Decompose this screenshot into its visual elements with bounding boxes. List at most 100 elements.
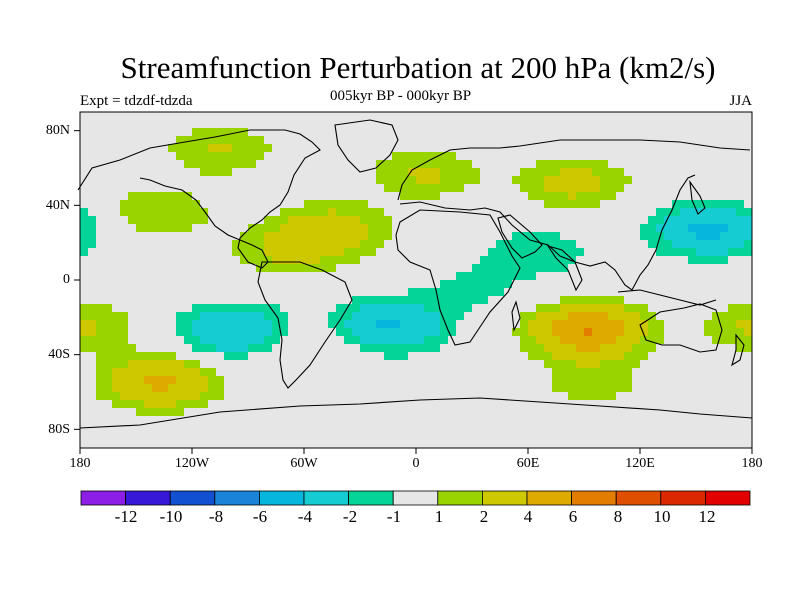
- contour-cell: [488, 136, 497, 145]
- contour-cell: [640, 424, 649, 433]
- contour-cell: [384, 368, 393, 377]
- contour-cell: [248, 192, 257, 201]
- contour-cell: [512, 264, 521, 273]
- contour-cell: [568, 280, 577, 289]
- contour-cell: [224, 392, 233, 401]
- contour-cell: [712, 360, 721, 369]
- contour-cell: [264, 312, 273, 321]
- contour-cell: [120, 288, 129, 297]
- contour-cell: [80, 264, 89, 273]
- contour-cell: [616, 440, 625, 449]
- contour-cell: [240, 384, 249, 393]
- contour-cell: [720, 192, 729, 201]
- contour-cell: [496, 352, 505, 361]
- contour-cell: [480, 192, 489, 201]
- contour-cell: [240, 352, 249, 361]
- contour-cell: [656, 296, 665, 305]
- contour-cell: [576, 176, 585, 185]
- contour-cell: [592, 288, 601, 297]
- contour-cell: [328, 232, 337, 241]
- contour-cell: [680, 400, 689, 409]
- contour-cell: [592, 168, 601, 177]
- contour-cell: [200, 264, 209, 273]
- contour-cell: [176, 136, 185, 145]
- contour-cell: [592, 416, 601, 425]
- contour-cell: [728, 256, 737, 265]
- contour-cell: [648, 152, 657, 161]
- contour-cell: [240, 224, 249, 233]
- contour-cell: [696, 248, 705, 257]
- contour-cell: [184, 112, 193, 121]
- contour-cell: [744, 232, 753, 241]
- coastline-south-america: [257, 261, 353, 389]
- contour-cell: [728, 384, 737, 393]
- contour-cell: [392, 432, 401, 441]
- contour-cell: [568, 152, 577, 161]
- contour-cell: [392, 208, 401, 217]
- contour-cell: [264, 152, 273, 161]
- contour-cell: [160, 288, 169, 297]
- contour-cell: [152, 368, 161, 377]
- contour-cell: [568, 272, 577, 281]
- contour-cell: [504, 432, 513, 441]
- contour-cell: [176, 304, 185, 313]
- contour-cell: [592, 208, 601, 217]
- contour-cell: [424, 136, 433, 145]
- contour-cell: [632, 248, 641, 257]
- contour-cell: [488, 200, 497, 209]
- contour-cell: [248, 264, 257, 273]
- contour-cell: [176, 248, 185, 257]
- contour-cell: [312, 232, 321, 241]
- contour-cell: [520, 272, 529, 281]
- contour-cell: [304, 240, 313, 249]
- contour-cell: [736, 184, 745, 193]
- contour-cell: [296, 360, 305, 369]
- contour-cell: [688, 416, 697, 425]
- contour-cell: [304, 296, 313, 305]
- contour-cell: [632, 208, 641, 217]
- contour-cell: [96, 376, 105, 385]
- contour-cell: [712, 336, 721, 345]
- contour-cell: [560, 344, 569, 353]
- contour-cell: [240, 320, 249, 329]
- contour-cell: [400, 304, 409, 313]
- contour-cell: [352, 144, 361, 153]
- contour-cell: [480, 328, 489, 337]
- contour-cell: [664, 136, 673, 145]
- contour-cell: [664, 232, 673, 241]
- contour-cell: [440, 272, 449, 281]
- contour-cell: [424, 352, 433, 361]
- contour-cell: [184, 232, 193, 241]
- contour-cell: [128, 184, 137, 193]
- contour-cell: [376, 304, 385, 313]
- contour-cell: [200, 248, 209, 257]
- colorbar-box: [705, 490, 751, 506]
- contour-cell: [696, 120, 705, 129]
- contour-cell: [440, 360, 449, 369]
- contour-cell: [360, 304, 369, 313]
- contour-cell: [200, 176, 209, 185]
- contour-cell: [744, 296, 753, 305]
- contour-cell: [576, 152, 585, 161]
- contour-cell: [648, 392, 657, 401]
- contour-cell: [608, 240, 617, 249]
- contour-cell: [376, 184, 385, 193]
- contour-cell: [408, 352, 417, 361]
- contour-cell: [736, 120, 745, 129]
- contour-cell: [624, 376, 633, 385]
- contour-cell: [352, 352, 361, 361]
- contour-cell: [216, 392, 225, 401]
- contour-cell: [712, 432, 721, 441]
- contour-cell: [280, 304, 289, 313]
- contour-cell: [736, 168, 745, 177]
- contour-cell: [392, 272, 401, 281]
- contour-cell: [312, 384, 321, 393]
- contour-cell: [248, 112, 257, 121]
- contour-cell: [680, 360, 689, 369]
- contour-cell: [744, 304, 753, 313]
- contour-cell: [360, 136, 369, 145]
- contour-cell: [248, 256, 257, 265]
- contour-cell: [464, 216, 473, 225]
- contour-cell: [216, 192, 225, 201]
